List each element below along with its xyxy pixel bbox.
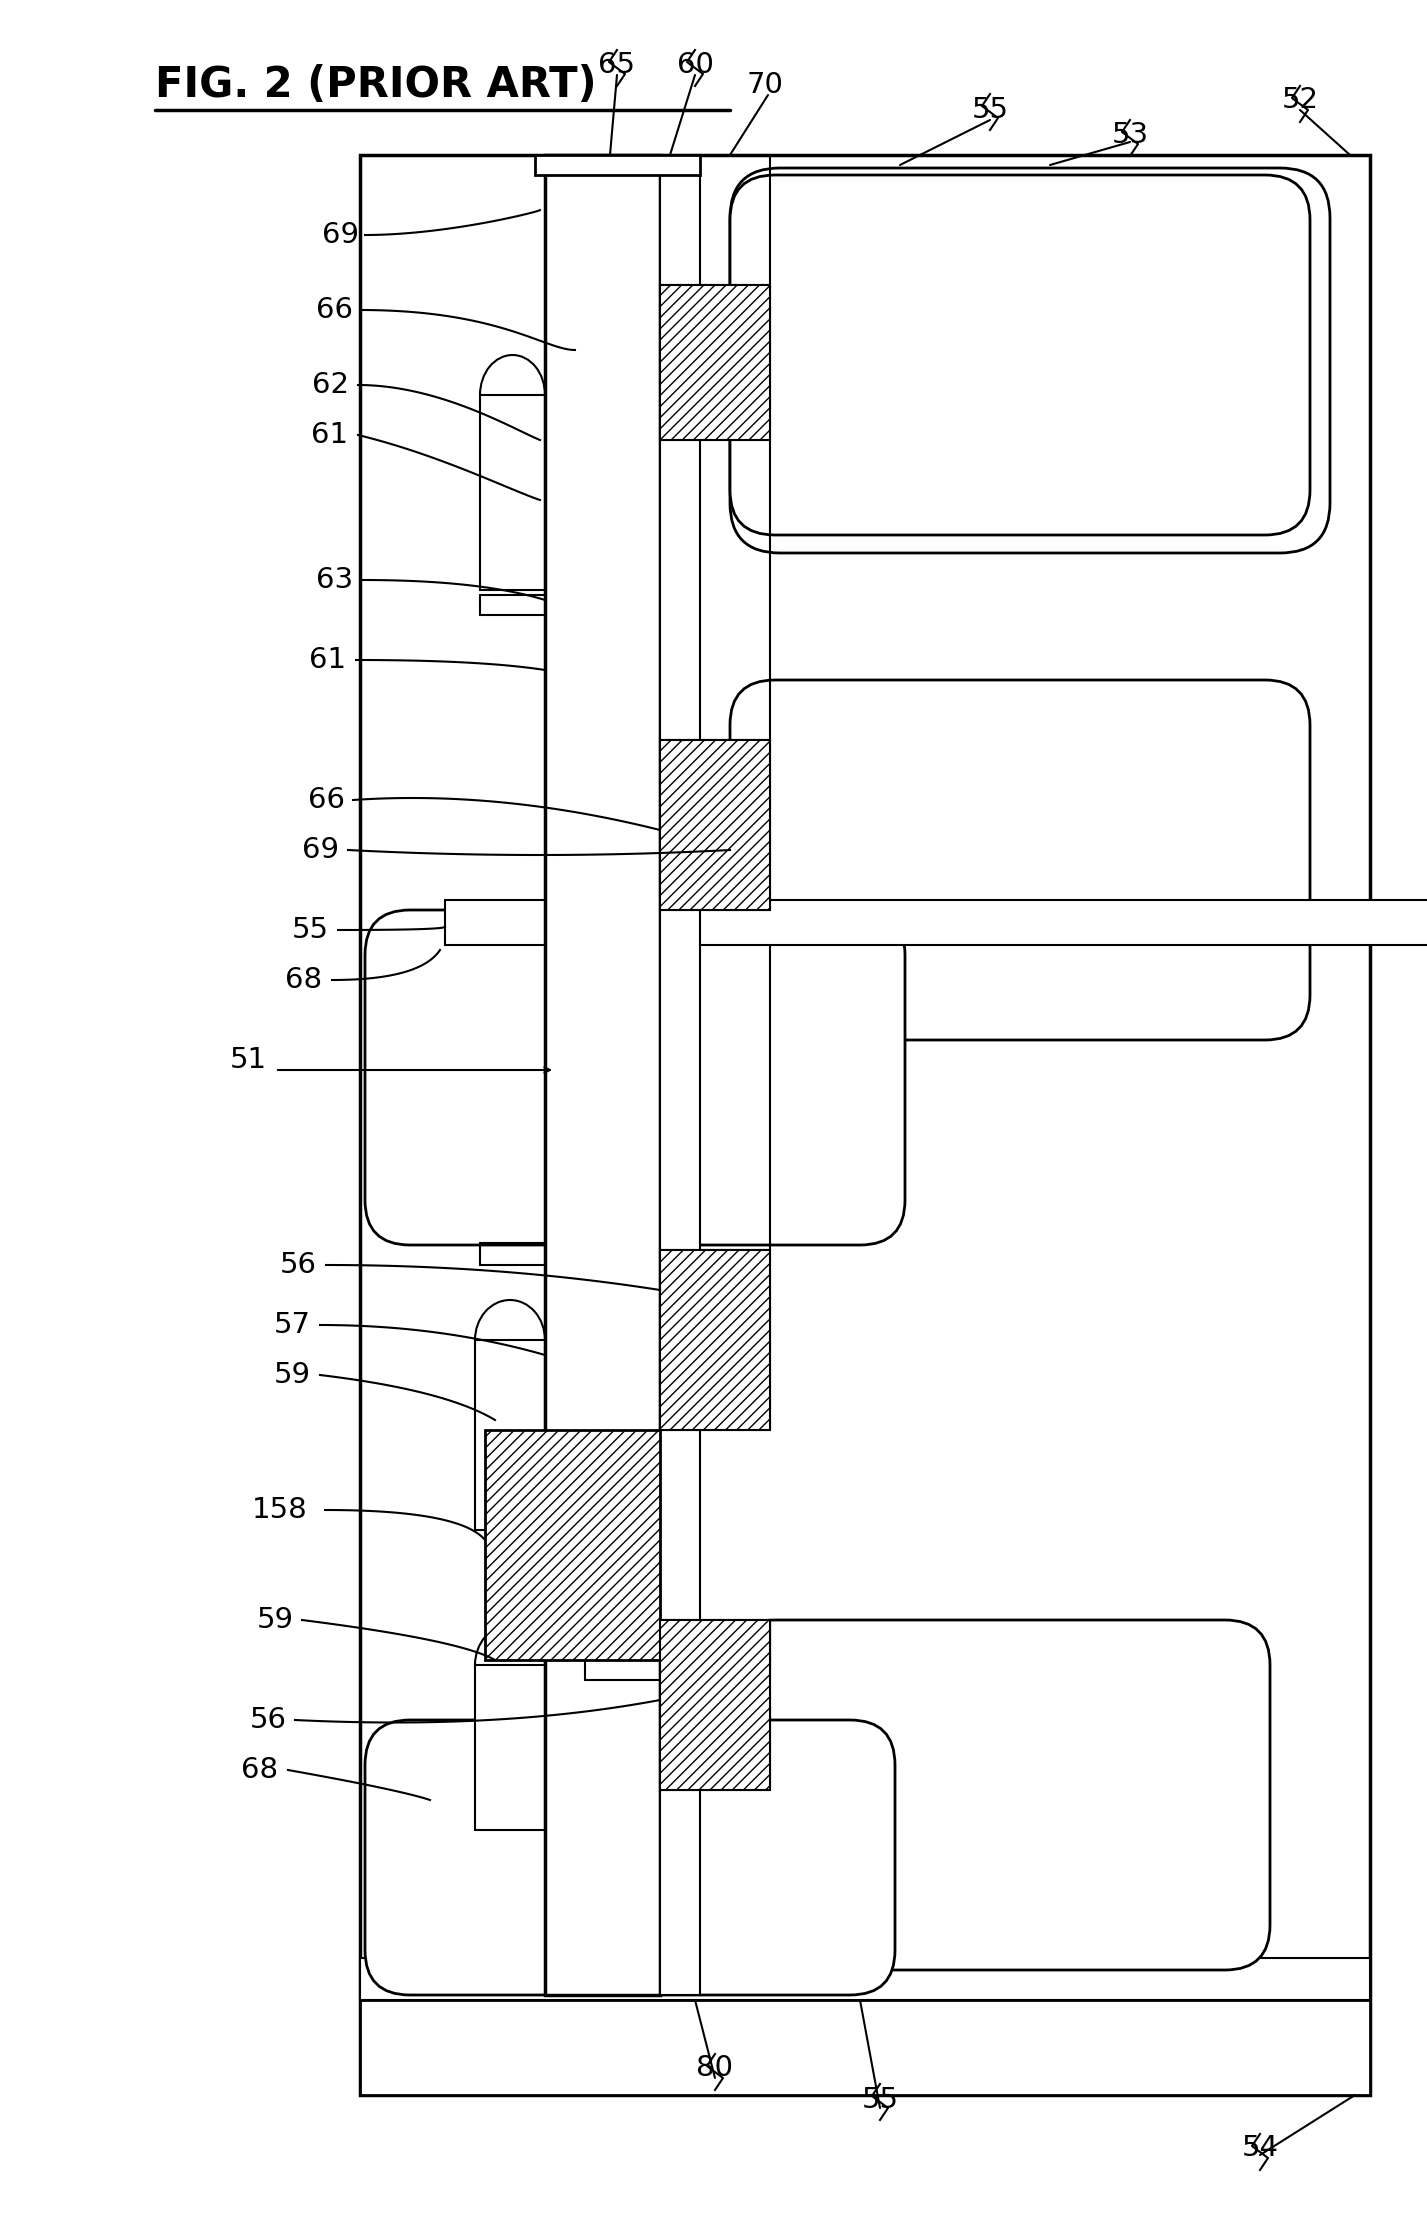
- Text: 55: 55: [972, 96, 1009, 123]
- Bar: [445, 900, 1427, 945]
- Text: 52: 52: [1281, 85, 1319, 114]
- FancyBboxPatch shape: [365, 909, 905, 1245]
- Bar: [535, 155, 701, 175]
- FancyBboxPatch shape: [731, 168, 1330, 553]
- Text: 61: 61: [311, 421, 348, 448]
- Text: 51: 51: [230, 1046, 267, 1073]
- Text: 59: 59: [257, 1606, 294, 1633]
- Bar: [360, 155, 1370, 2094]
- Text: 68: 68: [241, 1756, 278, 1783]
- Bar: [545, 155, 661, 1996]
- FancyBboxPatch shape: [731, 175, 1310, 535]
- Text: 80: 80: [696, 2054, 733, 2081]
- Text: 62: 62: [311, 372, 348, 399]
- Bar: [475, 1340, 545, 1530]
- Bar: [485, 1429, 661, 1660]
- Bar: [479, 394, 545, 589]
- FancyBboxPatch shape: [365, 1720, 895, 1996]
- Text: 60: 60: [676, 52, 714, 78]
- Bar: [661, 284, 771, 439]
- Text: 56: 56: [280, 1250, 317, 1279]
- Text: 57: 57: [274, 1310, 311, 1340]
- FancyBboxPatch shape: [731, 1620, 1270, 1969]
- Text: 55: 55: [291, 916, 328, 943]
- Text: 68: 68: [285, 965, 323, 995]
- Text: 55: 55: [862, 2085, 899, 2115]
- Text: 65: 65: [598, 52, 635, 78]
- Bar: [661, 1620, 771, 1790]
- Text: 69: 69: [301, 836, 338, 865]
- Text: FIG. 2 (PRIOR ART): FIG. 2 (PRIOR ART): [156, 65, 596, 105]
- Text: 54: 54: [1241, 2135, 1279, 2162]
- Text: 63: 63: [317, 567, 354, 594]
- FancyBboxPatch shape: [731, 681, 1310, 1039]
- Text: 69: 69: [321, 222, 358, 249]
- Text: 61: 61: [310, 645, 347, 674]
- Text: 56: 56: [250, 1707, 287, 1734]
- Text: 66: 66: [307, 786, 344, 813]
- Bar: [661, 155, 701, 1996]
- Bar: [661, 1250, 771, 1429]
- Text: 53: 53: [1112, 121, 1149, 150]
- Bar: [360, 1958, 1370, 2000]
- Text: 59: 59: [274, 1362, 311, 1389]
- Bar: [360, 2000, 1370, 2094]
- Text: 158: 158: [253, 1496, 308, 1523]
- Text: 66: 66: [317, 296, 354, 325]
- Text: 70: 70: [746, 72, 783, 99]
- Bar: [661, 739, 771, 909]
- Bar: [475, 1664, 545, 1830]
